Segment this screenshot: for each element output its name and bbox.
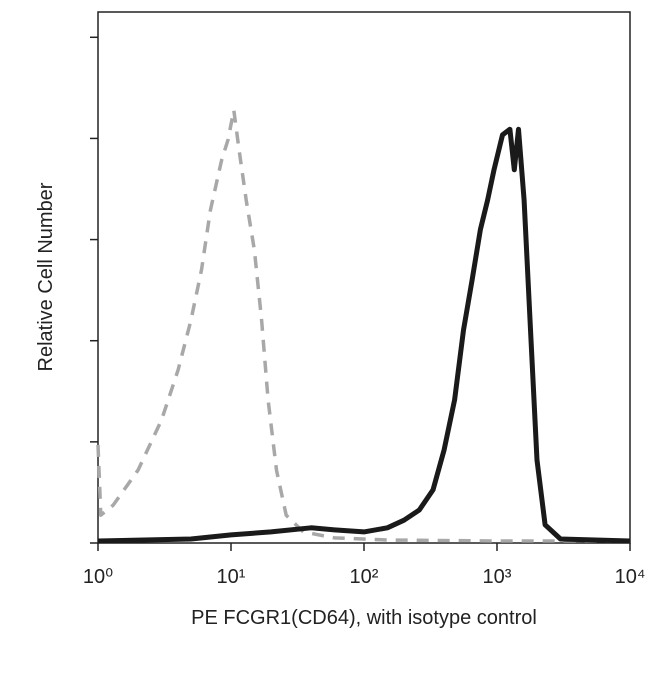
x-tick-label: 10⁴ <box>615 566 646 588</box>
histogram-line <box>97 126 631 544</box>
x-tick-label: 10¹ <box>217 566 246 588</box>
histogram-line <box>96 108 630 543</box>
y-axis-label: Relative Cell Number <box>35 182 57 371</box>
plot-frame <box>97 11 631 544</box>
x-tick-label: 10⁰ <box>83 566 113 588</box>
x-tick-label: 10³ <box>483 566 512 588</box>
x-tick-label: 10² <box>350 566 379 588</box>
x-axis-label: PE FCGR1(CD64), with isotype control <box>191 607 537 629</box>
